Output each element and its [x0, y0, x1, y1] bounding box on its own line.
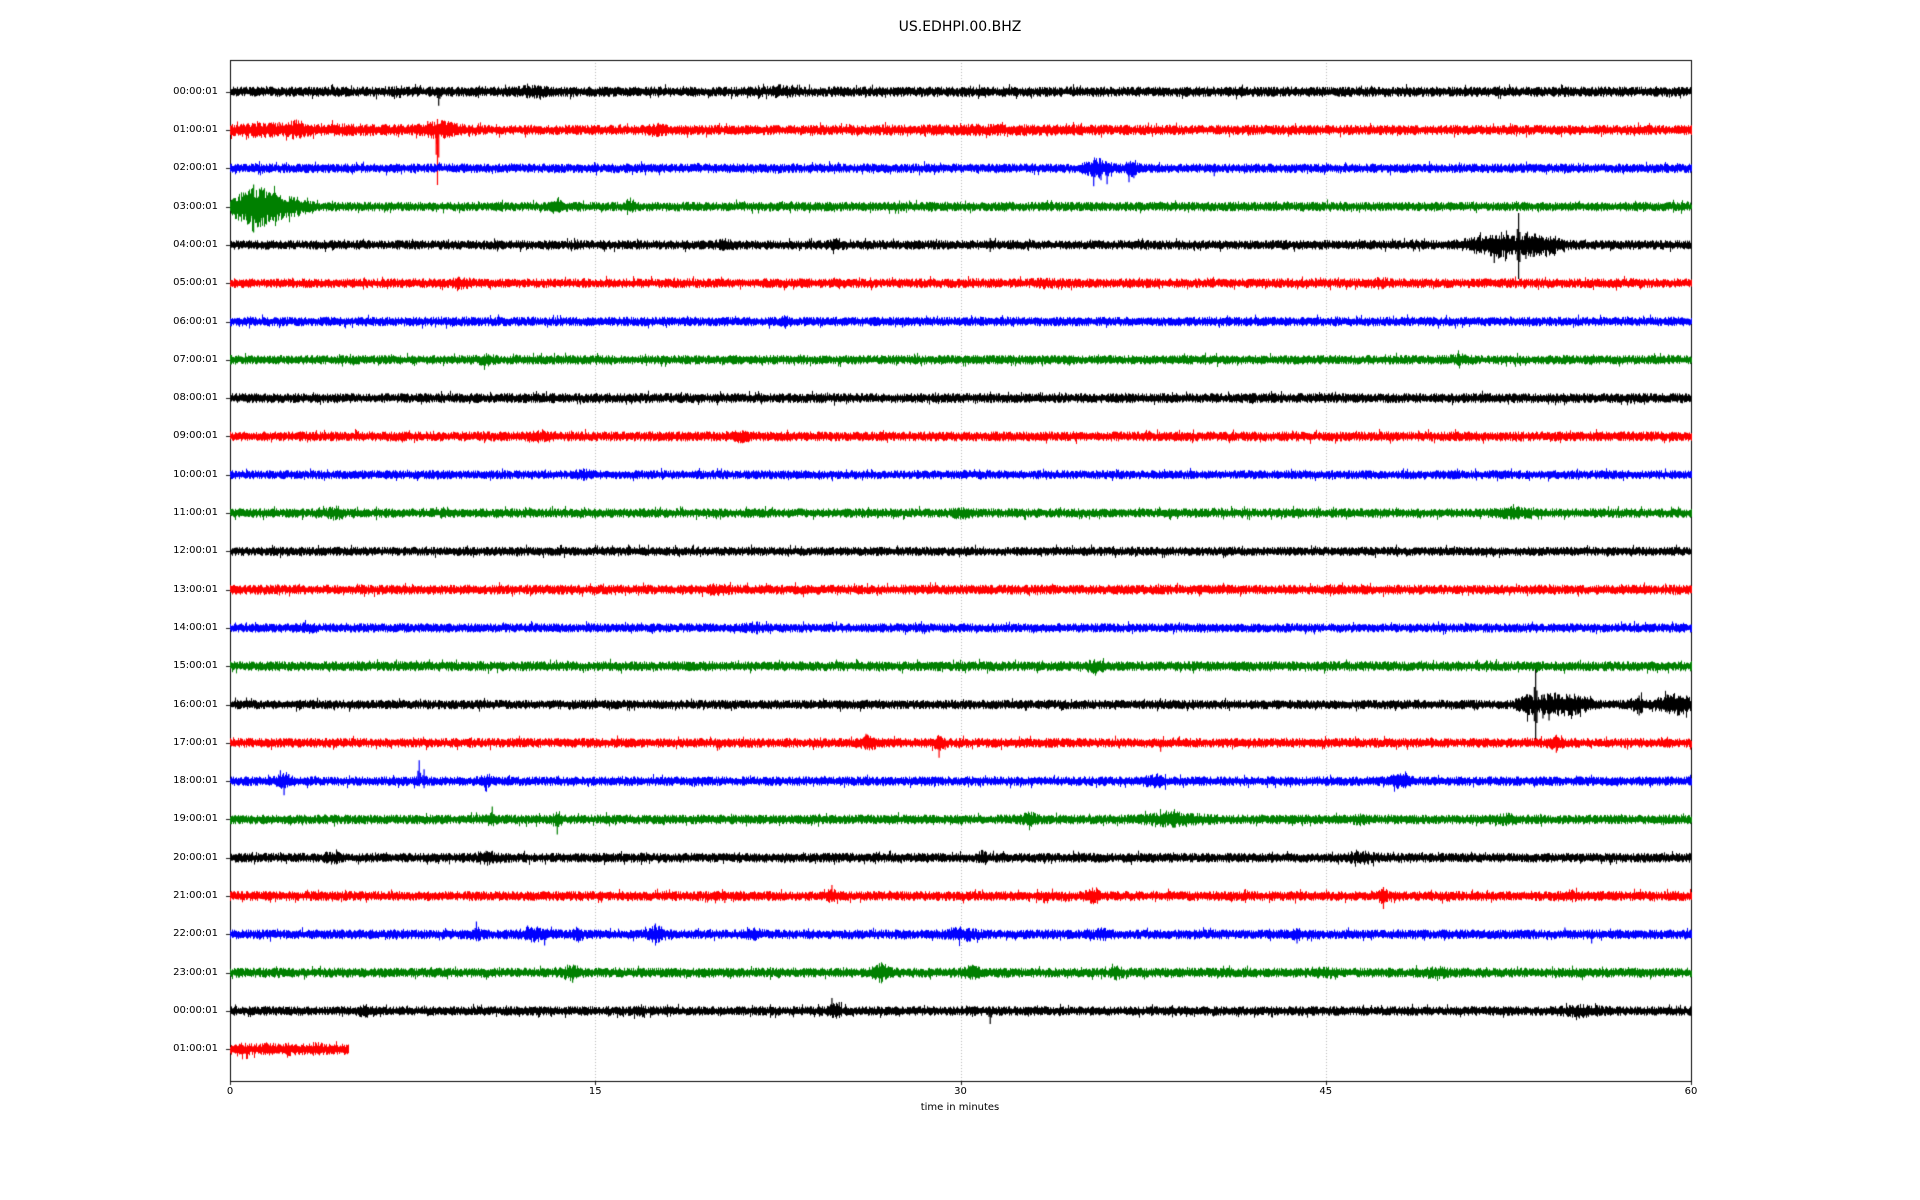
y-tick-label: 16:00:01 — [173, 698, 218, 710]
y-tick-label: 19:00:01 — [173, 813, 218, 825]
y-tick-label: 23:00:01 — [173, 966, 218, 978]
chart-title: US.EDHPI.00.BHZ — [898, 19, 1022, 35]
y-tick-label: 02:00:01 — [173, 162, 218, 174]
x-tick-label: 15 — [588, 1086, 602, 1097]
y-tick-label: 03:00:01 — [173, 200, 218, 212]
y-tick-label: 22:00:01 — [173, 928, 218, 940]
y-tick-label: 07:00:01 — [173, 353, 218, 365]
y-tick-label: 11:00:01 — [173, 507, 218, 519]
y-tick-label: 05:00:01 — [173, 277, 218, 289]
y-tick-label: 10:00:01 — [173, 468, 218, 480]
y-tick-label: 08:00:01 — [173, 392, 218, 404]
y-tick-label: 00:00:01 — [173, 1004, 218, 1016]
x-tick-label: 60 — [1684, 1086, 1698, 1097]
y-tick-label: 00:00:01 — [173, 85, 218, 97]
y-tick-label: 17:00:01 — [173, 736, 218, 748]
y-tick-label: 21:00:01 — [173, 890, 218, 902]
y-tick-label: 06:00:01 — [173, 315, 218, 327]
y-tick-label: 09:00:01 — [173, 430, 218, 442]
y-tick-label: 04:00:01 — [173, 238, 218, 250]
x-axis-label: time in minutes — [920, 1102, 1000, 1113]
y-tick-label: 13:00:01 — [173, 583, 218, 595]
y-tick-label: 01:00:01 — [173, 1043, 218, 1055]
y-tick-label: 01:00:01 — [173, 124, 218, 135]
x-tick-label: 0 — [226, 1086, 234, 1097]
x-tick-label: 45 — [1319, 1086, 1333, 1097]
y-tick-label: 20:00:01 — [173, 851, 218, 863]
x-tick-label: 30 — [954, 1086, 967, 1097]
y-tick-label: 14:00:01 — [173, 621, 218, 633]
y-tick-label: 12:00:01 — [173, 545, 218, 557]
y-tick-label: 15:00:01 — [173, 660, 218, 672]
y-tick-label: 18:00:01 — [173, 775, 218, 787]
